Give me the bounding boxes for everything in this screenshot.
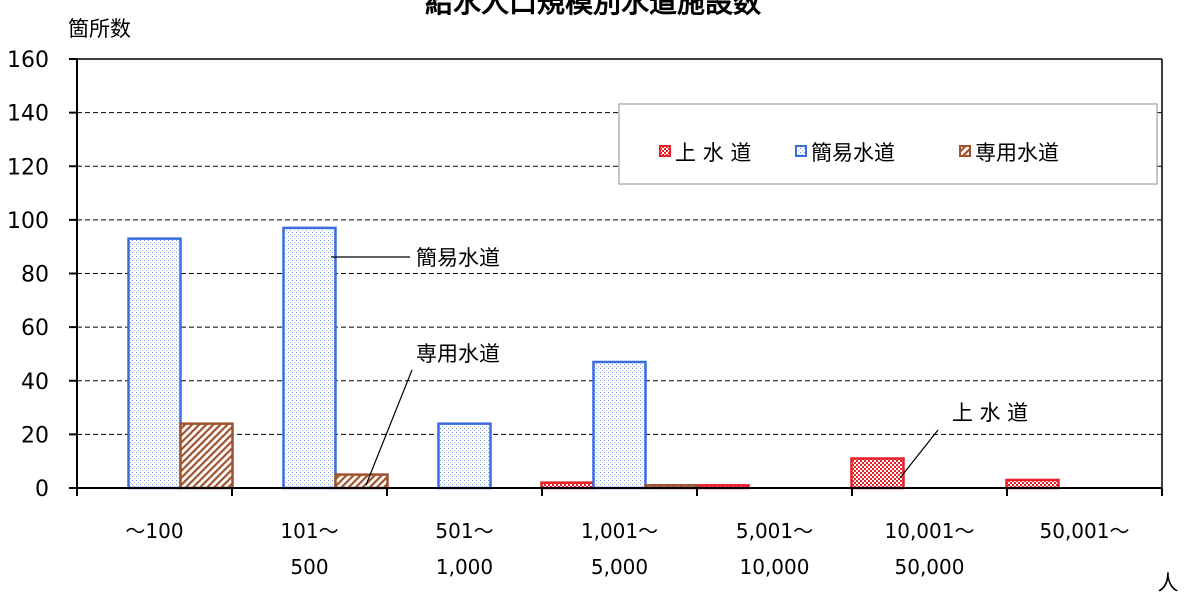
x-tick-label: 50,001～ <box>1040 519 1130 543</box>
x-tick-label: 5,001～ <box>736 519 813 543</box>
legend-label-0: 上 水 道 <box>675 141 751 165</box>
x-axis-unit: 人 <box>1158 571 1179 595</box>
bar-series-0-cat-6 <box>1005 478 1060 490</box>
x-tick-label: 1,001～ <box>581 519 658 543</box>
bar-series-1-cat-1 <box>282 226 337 490</box>
x-tick-label: 501～ <box>435 519 493 543</box>
x-tick-label: ～100 <box>125 519 183 543</box>
y-tick-label: 140 <box>7 102 49 127</box>
bar-series-1-cat-3 <box>592 360 647 490</box>
legend-swatch-0 <box>659 145 671 157</box>
x-tick-label: 101～ <box>280 519 338 543</box>
legend-label-1: 簡易水道 <box>811 141 895 165</box>
annotation-label: 専用水道 <box>416 342 500 366</box>
y-axis-ticks: 0 20 40 60 80 100 120 140 160 <box>7 48 49 502</box>
annotation-label: 簡易水道 <box>416 246 500 270</box>
x-tick-label: 10,001～ <box>885 519 975 543</box>
annotation-label: 上 水 道 <box>952 401 1028 425</box>
x-tick-label: 10,000 <box>740 555 810 579</box>
y-tick-label: 160 <box>7 48 49 73</box>
x-tick-label: 1,000 <box>436 555 493 579</box>
axes <box>69 58 1163 496</box>
y-tick-label: 20 <box>21 423 49 448</box>
annotation-leader-line <box>365 369 413 486</box>
legend-swatch-2 <box>959 145 971 157</box>
bar-series-1-cat-0 <box>127 237 182 490</box>
legend-box <box>618 103 1158 185</box>
legend-label-2: 専用水道 <box>975 141 1059 165</box>
bar-series-1-cat-2 <box>437 422 492 490</box>
chart-title: 給水人口規模別水道施設数 <box>425 0 762 19</box>
bar-series-2-cat-1 <box>334 473 389 490</box>
x-tick-label: 50,000 <box>895 555 965 579</box>
y-tick-label: 40 <box>21 370 49 395</box>
y-tick-label: 60 <box>21 316 49 341</box>
legend-swatch-1 <box>795 145 807 157</box>
bar-series-0-cat-5 <box>850 457 905 490</box>
legend: 上 水 道 簡易水道 専用水道 <box>618 103 1158 185</box>
x-tick-label: 500 <box>290 555 328 579</box>
y-tick-label: 80 <box>21 263 49 288</box>
x-tick-label: 5,000 <box>591 555 648 579</box>
bars <box>127 226 1060 490</box>
y-axis-label: 箇所数 <box>68 17 131 41</box>
x-axis-ticks: ～100 101～ 500 501～ 1,000 1,001～ 5,000 5,001～ 10,… <box>125 519 1129 579</box>
bar-series-2-cat-0 <box>179 422 234 490</box>
y-tick-label: 0 <box>35 477 49 502</box>
y-tick-label: 100 <box>7 209 49 234</box>
annotation-leader-line <box>899 429 939 479</box>
y-tick-label: 120 <box>7 155 49 180</box>
